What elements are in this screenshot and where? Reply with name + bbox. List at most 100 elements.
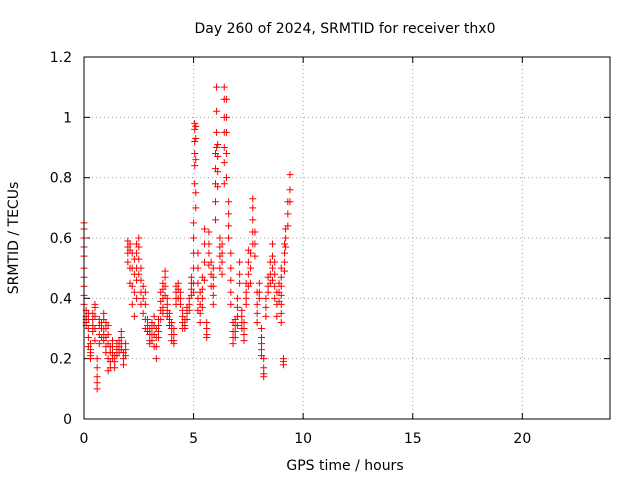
data-point <box>179 306 187 314</box>
data-point <box>240 331 248 339</box>
data-point <box>124 258 132 266</box>
data-point <box>192 134 200 142</box>
data-point <box>198 294 206 302</box>
data-point <box>236 279 244 287</box>
data-point <box>139 294 147 302</box>
data-point <box>130 288 138 296</box>
data-point <box>216 234 224 242</box>
data-point <box>253 300 261 308</box>
data-point <box>264 288 272 296</box>
data-point <box>258 340 266 348</box>
data-point <box>176 294 184 302</box>
data-point <box>213 107 221 115</box>
data-point <box>203 318 211 326</box>
data-point <box>117 328 125 336</box>
data-point <box>152 343 160 351</box>
data-point <box>284 210 292 218</box>
data-point <box>176 288 184 296</box>
data-point <box>128 282 136 290</box>
data-point <box>212 198 219 206</box>
data-point <box>141 288 149 296</box>
data-point <box>249 195 257 203</box>
data-point <box>170 325 178 332</box>
data-point <box>209 264 217 272</box>
data-point <box>233 303 241 311</box>
data-point <box>122 352 130 360</box>
data-point <box>135 270 143 278</box>
data-point <box>238 312 246 320</box>
data-point <box>163 300 171 308</box>
data-point <box>191 125 199 133</box>
data-point <box>128 300 136 308</box>
data-point <box>93 385 101 393</box>
data-point <box>242 288 250 296</box>
data-point <box>260 355 268 363</box>
x-axis-label: GPS time / hours <box>286 458 403 474</box>
y-tick-label: 0.8 <box>50 171 72 187</box>
data-point <box>212 216 219 224</box>
data-point <box>220 159 228 167</box>
data-point <box>150 312 158 320</box>
data-point <box>251 240 259 248</box>
data-point <box>191 180 199 188</box>
data-point <box>190 288 198 296</box>
data-point <box>268 252 276 260</box>
data-point <box>170 331 178 339</box>
data-point <box>282 234 290 242</box>
x-tick-label: 20 <box>513 431 531 447</box>
data-point <box>258 346 266 354</box>
data-point <box>255 279 263 287</box>
y-axis-label: SRMTID / TECUs <box>6 182 22 295</box>
data-point <box>214 168 222 176</box>
data-point <box>258 325 266 332</box>
data-point <box>253 309 261 317</box>
data-point <box>122 340 130 348</box>
data-point <box>233 321 241 329</box>
x-tick-label: 10 <box>294 431 312 447</box>
data-point <box>249 204 257 212</box>
data-point <box>170 340 178 348</box>
data-point <box>268 264 276 272</box>
data-point <box>238 306 246 314</box>
data-point <box>144 315 152 323</box>
data-point <box>108 343 116 351</box>
data-point <box>119 361 127 369</box>
data-point <box>284 222 292 230</box>
data-point <box>87 346 95 354</box>
data-point <box>194 279 202 287</box>
y-tick-label: 0.4 <box>50 291 72 307</box>
data-point <box>133 249 141 257</box>
data-point <box>163 294 171 302</box>
data-point <box>84 334 92 342</box>
data-point <box>126 240 134 248</box>
data-point <box>209 282 217 290</box>
data-point <box>91 337 99 345</box>
data-point <box>155 321 163 329</box>
data-point <box>244 270 252 278</box>
data-point <box>260 364 268 372</box>
data-point <box>231 334 239 342</box>
data-point <box>205 240 213 248</box>
data-point <box>190 234 198 242</box>
data-point <box>91 312 99 320</box>
data-point <box>286 198 294 206</box>
x-tick-label: 0 <box>80 431 89 447</box>
data-point <box>209 300 217 308</box>
data-point <box>203 334 211 342</box>
data-point <box>225 234 233 242</box>
data-point <box>209 273 217 281</box>
data-point <box>242 294 250 302</box>
data-point <box>222 128 230 136</box>
data-point <box>213 83 221 91</box>
data-point <box>139 282 147 290</box>
data-point <box>236 258 244 266</box>
data-point <box>233 294 241 302</box>
data-point <box>152 355 160 363</box>
data-point <box>240 318 248 326</box>
data-point <box>196 318 204 326</box>
data-point <box>229 340 237 348</box>
data-point <box>165 309 173 317</box>
data-point <box>227 264 235 272</box>
data-point <box>155 328 163 336</box>
data-point <box>137 276 145 284</box>
